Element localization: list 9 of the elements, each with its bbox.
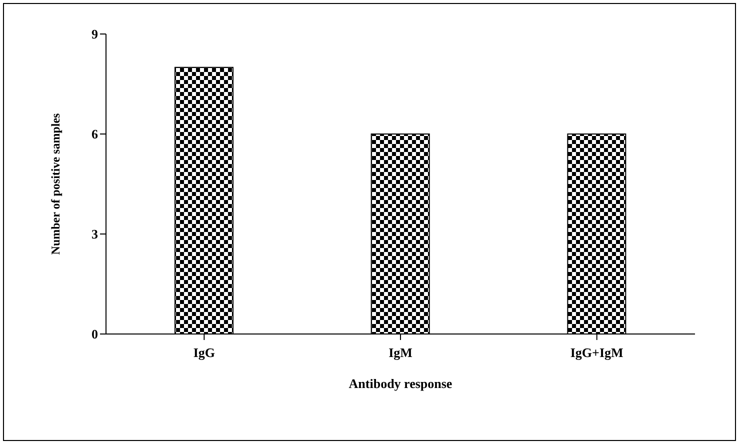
x-tick-label: IgM [388, 345, 412, 360]
y-tick-label: 6 [92, 126, 98, 142]
y-axis-title: Number of positive samples [48, 112, 62, 255]
y-tick-label: 9 [92, 26, 98, 42]
y-tick-label: 0 [92, 326, 98, 342]
y-tick-label: 3 [92, 226, 98, 242]
x-axis-title: Antibody response [348, 376, 452, 391]
x-tick-label: IgG+IgM [570, 345, 624, 360]
x-tick-label: IgG [193, 345, 216, 360]
